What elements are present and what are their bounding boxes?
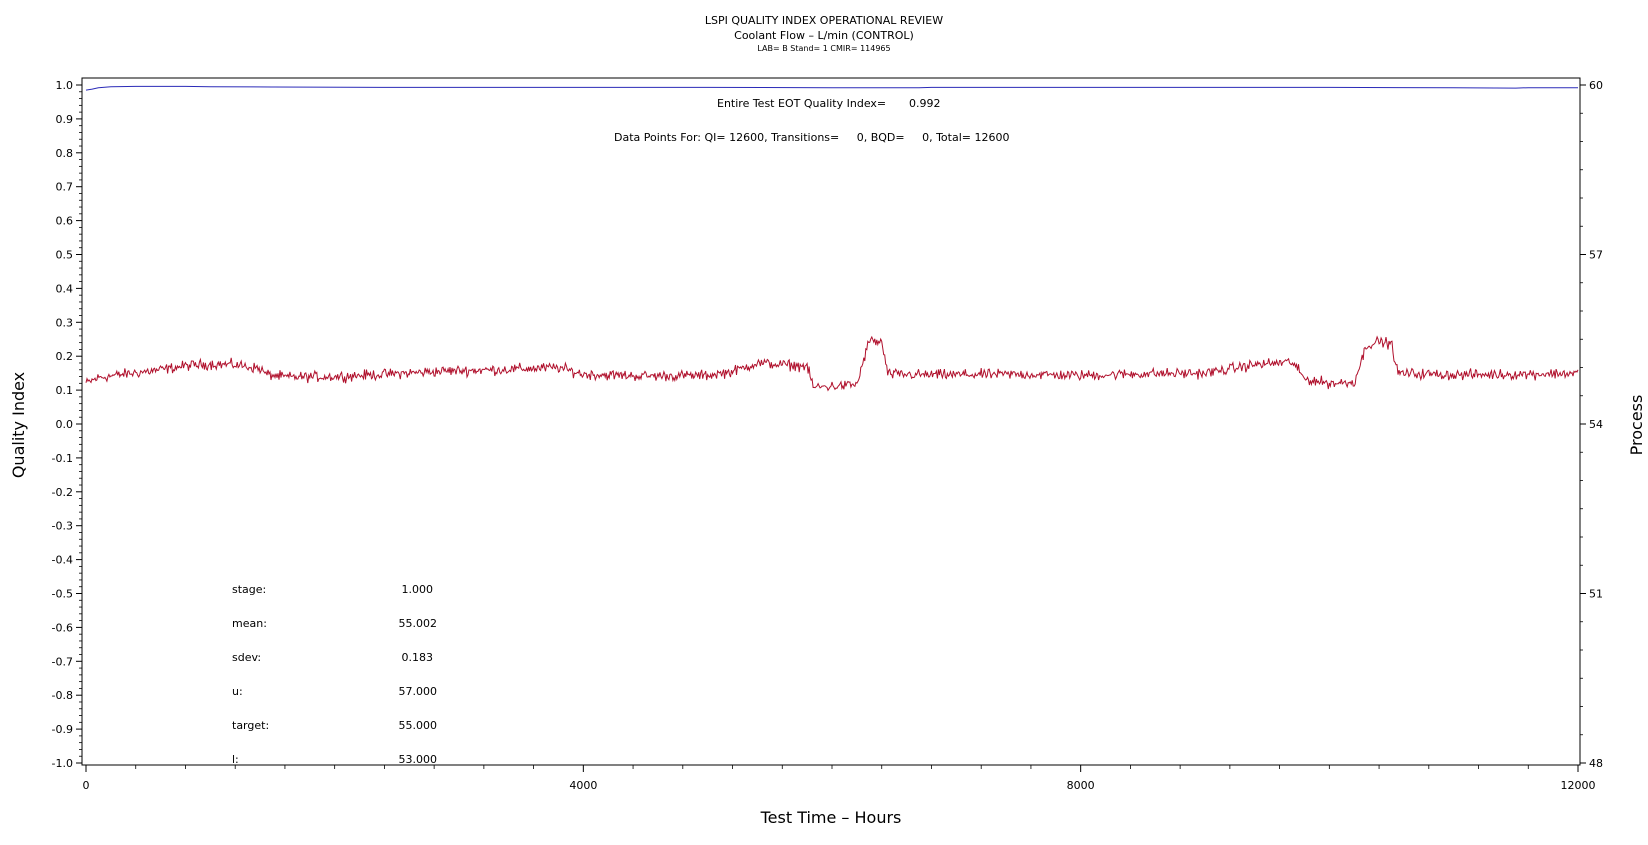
- y-tick-label: -0.7: [52, 655, 73, 668]
- stat-label-mean: mean:: [232, 617, 267, 630]
- y-tick-label: 0.2: [56, 350, 74, 363]
- y-tick-label: -0.9: [52, 723, 73, 736]
- stat-label-sdev: sdev:: [232, 651, 261, 664]
- y-tick-label: 0.9: [56, 113, 74, 126]
- stat-label-stage: stage:: [232, 583, 266, 596]
- x-tick-label: 8000: [1067, 779, 1095, 792]
- eot-value: 0.992: [909, 97, 941, 110]
- y-tick-label: -0.4: [52, 554, 73, 567]
- y-tick-label: 1.0: [56, 79, 74, 92]
- y-tick-label: 0.3: [56, 316, 74, 329]
- y2-tick-label: 57: [1589, 249, 1603, 262]
- series-line-1: [85, 85, 1578, 91]
- x-axis-label: Test Time – Hours: [760, 808, 902, 827]
- y-tick-label: 0.0: [56, 418, 74, 431]
- axes-group: 1.0 0.9 0.8 0.7 0.6 0.5 0.4 0.3 0.2 0.1 0.0 -0.1 -0.…: [52, 79, 1603, 792]
- eot-label: Entire Test EOT Quality Index=: [717, 97, 886, 110]
- y-tick-label: -0.6: [52, 621, 73, 634]
- y-tick-label: 0.6: [56, 215, 74, 228]
- stats-block: stage: 1.000 mean: 55.002 sdev: 0.183 u:…: [232, 583, 437, 766]
- y-tick-label: 0.5: [56, 249, 74, 262]
- x-tick-label: 4000: [569, 779, 597, 792]
- stat-value-mean: 55.002: [399, 617, 438, 630]
- stat-label-u: u:: [232, 685, 243, 698]
- series-line-2: [85, 335, 1579, 392]
- y-tick-label: -0.1: [52, 452, 73, 465]
- y-tick-label: 0.1: [56, 384, 74, 397]
- stat-label-l: l:: [232, 753, 239, 766]
- y-tick-label: -0.8: [52, 689, 73, 702]
- x-tick-label: 12000: [1561, 779, 1596, 792]
- stat-label-target: target:: [232, 719, 269, 732]
- y-tick-label: 0.4: [56, 282, 74, 295]
- y2-tick-label: 51: [1589, 588, 1603, 601]
- chart-title: LSPI QUALITY INDEX OPERATIONAL REVIEW: [705, 14, 943, 27]
- x-tick-label: 0: [83, 779, 90, 792]
- y-tick-label: 0.8: [56, 147, 74, 160]
- series-group: [85, 85, 1579, 392]
- y-tick-label: -0.3: [52, 520, 73, 533]
- plot-frame: [81, 77, 1581, 766]
- stat-value-target: 55.000: [399, 719, 438, 732]
- y-tick-label: -1.0: [52, 757, 73, 770]
- data-points-annotation: Data Points For: QI= 12600, Transitions=…: [614, 131, 1009, 144]
- chart-subtitle-2: LAB= B Stand= 1 CMIR= 114965: [757, 44, 890, 53]
- y2-tick-label: 54: [1589, 418, 1603, 431]
- stat-value-stage: 1.000: [402, 583, 434, 596]
- y-tick-label: -0.2: [52, 486, 73, 499]
- y2-tick-label: 60: [1589, 79, 1603, 92]
- y-tick-label: 0.7: [56, 181, 74, 194]
- chart-subtitle: Coolant Flow – L/min (CONTROL): [734, 29, 914, 42]
- y2-tick-label: 48: [1589, 757, 1603, 770]
- stat-value-u: 57.000: [399, 685, 438, 698]
- y-axis-label: Quality Index: [9, 372, 28, 478]
- stat-value-sdev: 0.183: [402, 651, 434, 664]
- stat-value-l: 53.000: [399, 753, 438, 766]
- y2-axis-label: Process: [1627, 395, 1646, 456]
- y-tick-label: -0.5: [52, 588, 73, 601]
